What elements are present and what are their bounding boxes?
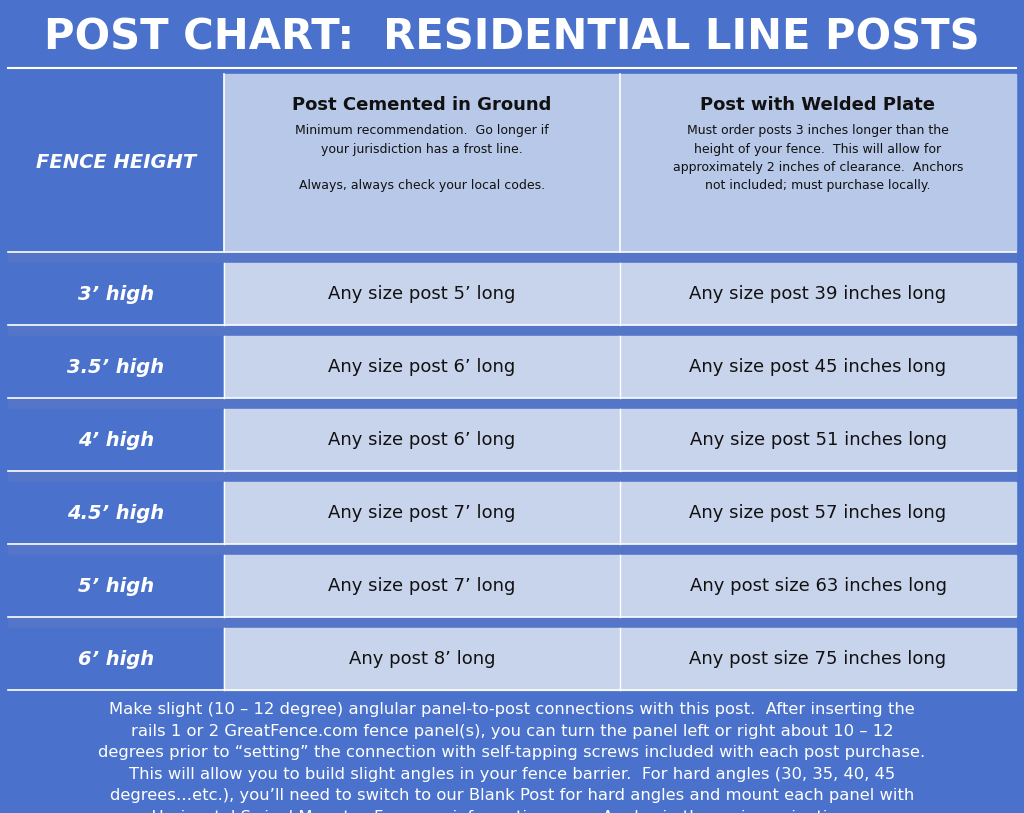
Text: Any size post 45 inches long: Any size post 45 inches long xyxy=(689,358,946,376)
Text: Any post 8’ long: Any post 8’ long xyxy=(349,650,496,668)
Bar xyxy=(620,74,1016,252)
Bar xyxy=(8,409,224,471)
Bar xyxy=(8,482,224,544)
Text: POST CHART:  RESIDENTIAL LINE POSTS: POST CHART: RESIDENTIAL LINE POSTS xyxy=(44,17,980,59)
Bar xyxy=(8,555,224,617)
Text: Any size post 51 inches long: Any size post 51 inches long xyxy=(689,431,946,449)
Bar xyxy=(8,692,1016,805)
Text: Minimum recommendation.  Go longer if
your jurisdiction has a frost line.

Alway: Minimum recommendation. Go longer if you… xyxy=(295,124,549,193)
Text: Make slight (10 – 12 degree) anglular panel-to-post connections with this post. : Make slight (10 – 12 degree) anglular pa… xyxy=(98,702,926,813)
Text: Must order posts 3 inches longer than the
height of your fence.  This will allow: Must order posts 3 inches longer than th… xyxy=(673,124,964,193)
Text: Any size post 39 inches long: Any size post 39 inches long xyxy=(689,285,946,303)
Bar xyxy=(224,628,620,690)
Text: FENCE HEIGHT: FENCE HEIGHT xyxy=(36,154,196,172)
Text: Any post size 75 inches long: Any post size 75 inches long xyxy=(689,650,946,668)
Bar xyxy=(8,74,224,252)
Bar xyxy=(224,336,620,398)
Bar xyxy=(224,482,620,544)
Text: Any size post 6’ long: Any size post 6’ long xyxy=(329,358,516,376)
Bar xyxy=(224,74,620,252)
Text: 3’ high: 3’ high xyxy=(78,285,154,303)
Text: Any size post 57 inches long: Any size post 57 inches long xyxy=(689,504,946,522)
Bar xyxy=(620,263,1016,325)
Text: Post Cemented in Ground: Post Cemented in Ground xyxy=(292,96,552,114)
Bar xyxy=(8,617,1016,628)
Text: Any size post 7’ long: Any size post 7’ long xyxy=(329,504,516,522)
Bar xyxy=(8,471,1016,482)
Text: 4.5’ high: 4.5’ high xyxy=(68,503,165,523)
Bar xyxy=(8,544,1016,555)
Bar xyxy=(620,555,1016,617)
Text: 4’ high: 4’ high xyxy=(78,431,154,450)
Bar xyxy=(224,555,620,617)
Bar xyxy=(620,336,1016,398)
Bar xyxy=(8,263,224,325)
Bar xyxy=(224,409,620,471)
Bar xyxy=(620,628,1016,690)
Text: Any size post 6’ long: Any size post 6’ long xyxy=(329,431,516,449)
Bar xyxy=(8,325,1016,336)
Bar xyxy=(8,8,1016,68)
Bar xyxy=(8,628,224,690)
Bar xyxy=(8,336,224,398)
Text: 3.5’ high: 3.5’ high xyxy=(68,358,165,376)
Bar xyxy=(224,263,620,325)
Text: 5’ high: 5’ high xyxy=(78,576,154,595)
Bar xyxy=(620,409,1016,471)
Text: 6’ high: 6’ high xyxy=(78,650,154,668)
Text: Post with Welded Plate: Post with Welded Plate xyxy=(700,96,936,114)
Bar xyxy=(8,252,1016,263)
Text: Any size post 7’ long: Any size post 7’ long xyxy=(329,577,516,595)
Bar xyxy=(8,398,1016,409)
Bar xyxy=(620,482,1016,544)
Text: Any post size 63 inches long: Any post size 63 inches long xyxy=(689,577,946,595)
Text: Any size post 5’ long: Any size post 5’ long xyxy=(329,285,516,303)
